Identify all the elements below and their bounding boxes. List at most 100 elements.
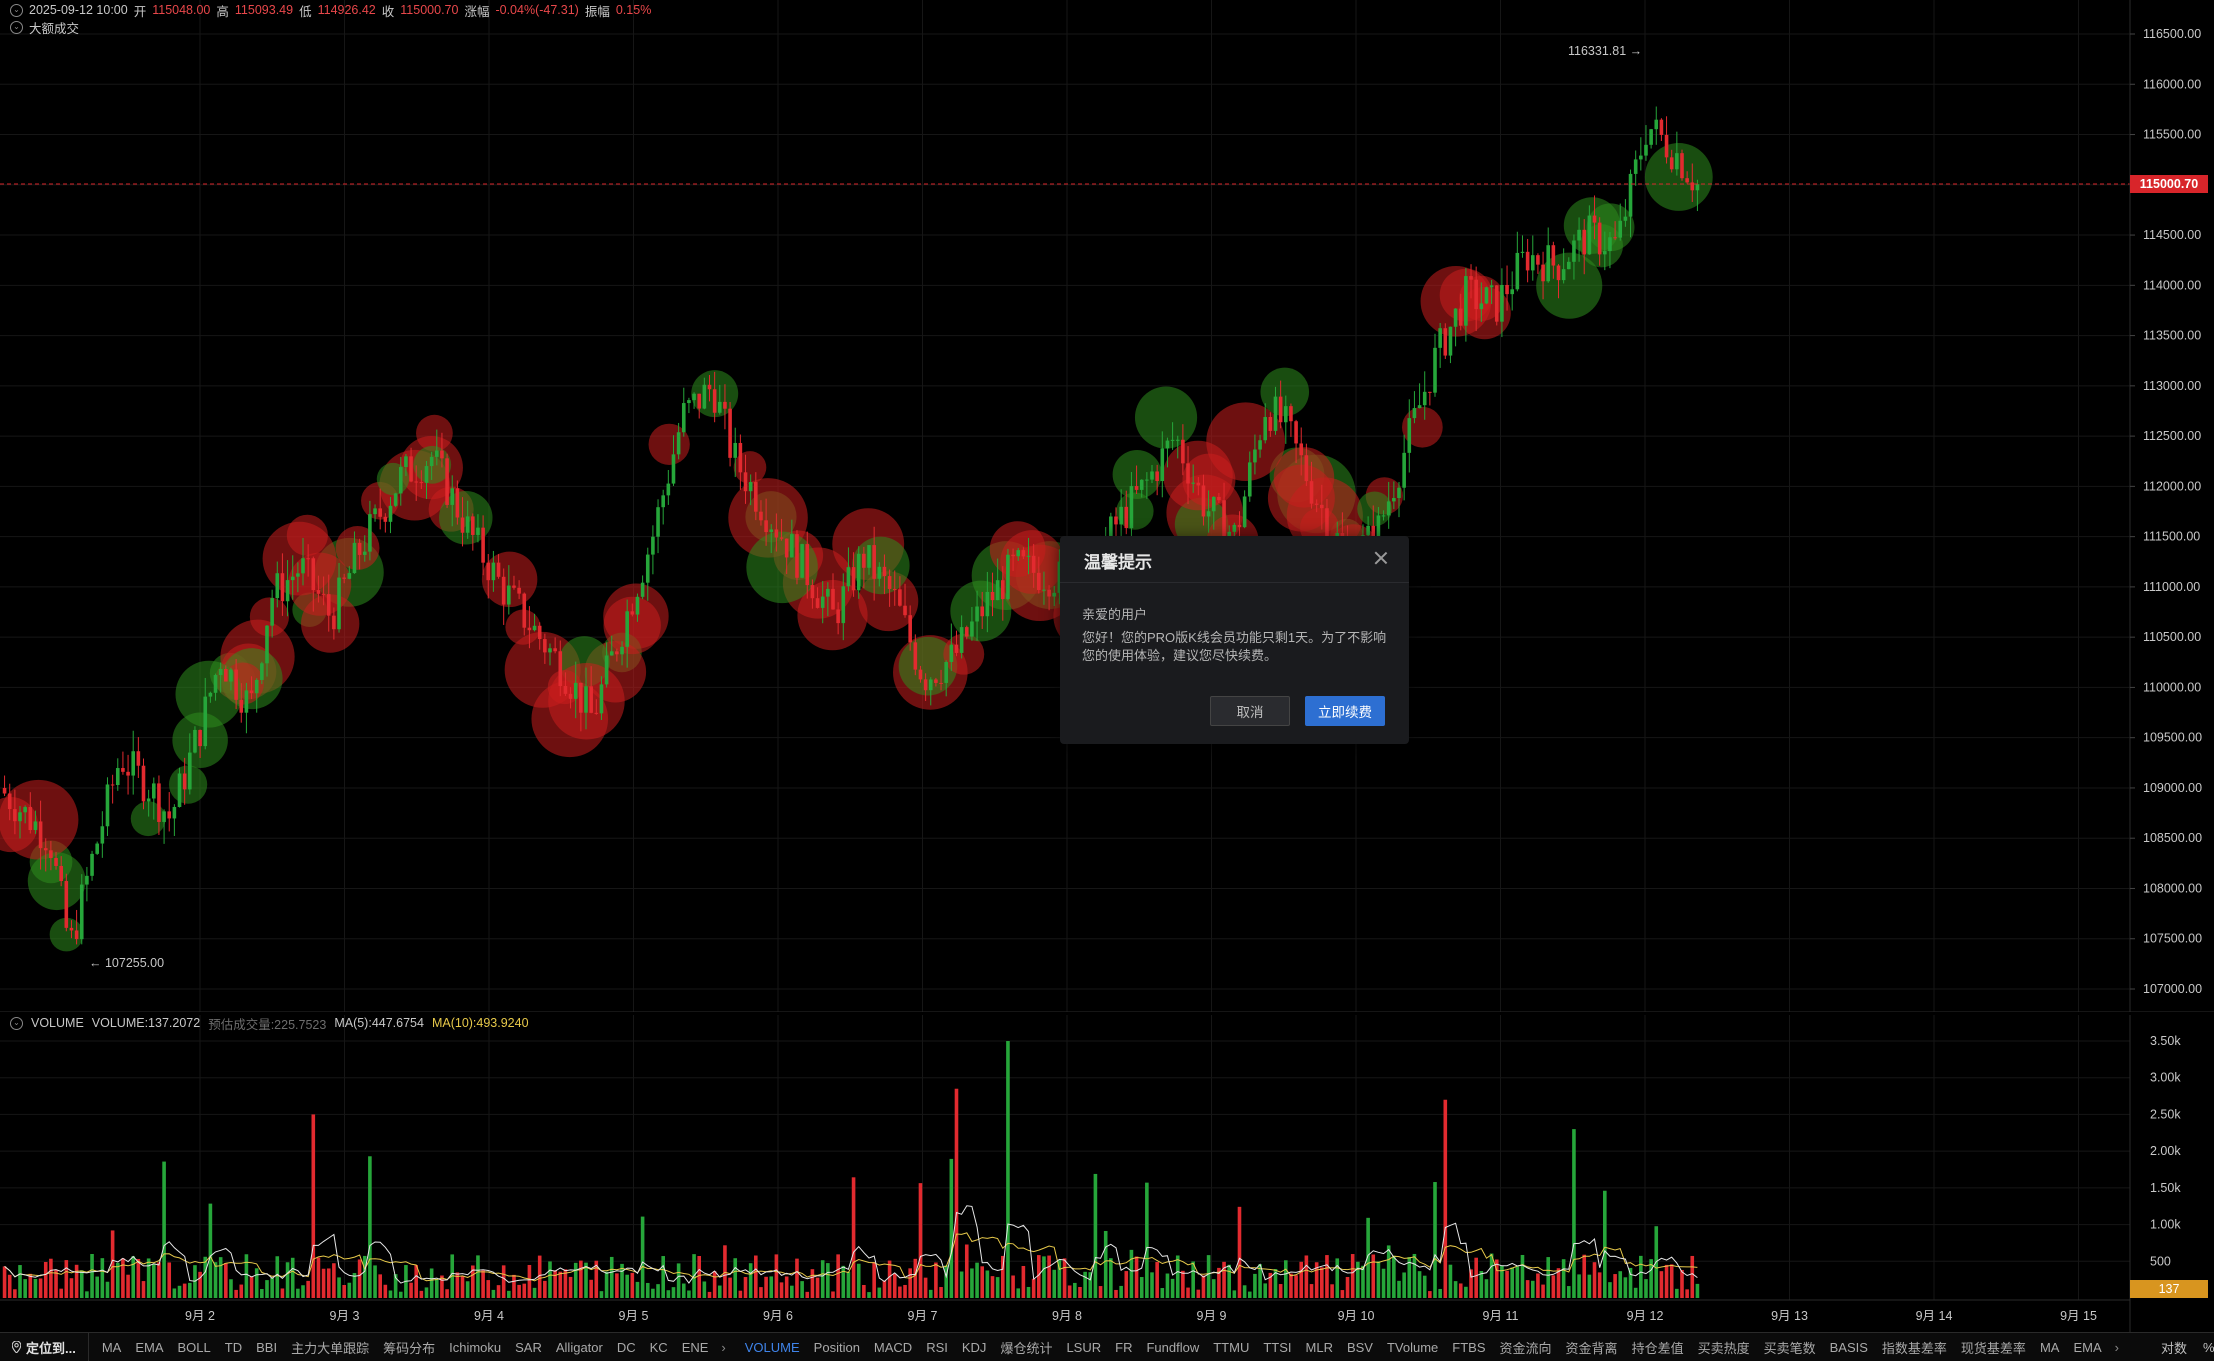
sub-indicator-12[interactable]: BSV [1346, 1339, 1373, 1355]
renew-button[interactable]: 立即续费 [1305, 696, 1385, 726]
sub-indicator-11[interactable]: MLR [1305, 1339, 1333, 1355]
current-volume-tag: 137 [2130, 1280, 2208, 1298]
collapse-icon[interactable]: ⌄ [10, 1016, 23, 1030]
sub-indicator-22[interactable]: 现货基差率 [1960, 1340, 2026, 1356]
sub-indicator-21[interactable]: 指数基差率 [1881, 1340, 1947, 1356]
candle-body [805, 544, 810, 586]
indicator-5[interactable]: 主力大单跟踪 [291, 1340, 370, 1356]
sub-indicator-3[interactable]: RSI [926, 1339, 948, 1355]
indicator-6[interactable]: 筹码分布 [383, 1340, 436, 1356]
indicator-11[interactable]: KC [649, 1339, 668, 1355]
volume-bar [260, 1289, 264, 1298]
volume-bar [1371, 1254, 1376, 1298]
sub-indicator-23[interactable]: MA [2039, 1339, 2060, 1355]
volume-bar [1350, 1254, 1355, 1298]
candle-body [553, 648, 557, 652]
indicator-2[interactable]: BOLL [177, 1339, 211, 1355]
indicator-8[interactable]: SAR [515, 1339, 542, 1355]
volume-bar [316, 1257, 321, 1298]
volume-bar [964, 1244, 969, 1298]
candle-body [1633, 159, 1638, 174]
volume-bar [1500, 1265, 1504, 1298]
sub-indicator-15[interactable]: 资金流向 [1499, 1340, 1552, 1356]
volume-bar [311, 1114, 316, 1298]
indicator-1[interactable]: EMA [135, 1339, 164, 1355]
price-tick-label: 110500.00 [2143, 630, 2201, 644]
indicator-4[interactable]: BBI [256, 1339, 278, 1355]
sub-indicator-20[interactable]: BASIS [1829, 1339, 1868, 1355]
candle-body [507, 585, 511, 605]
big-trade-bubble [1357, 491, 1392, 527]
candle-body [1278, 396, 1283, 423]
sub-indicator-13[interactable]: TVolume [1386, 1339, 1439, 1355]
volume-bar [1572, 1129, 1576, 1298]
sub-indicator-5[interactable]: 爆仓统计 [1000, 1340, 1053, 1356]
sub-indicator-6[interactable]: LSUR [1066, 1339, 1102, 1355]
sub-indicator-1[interactable]: Position [813, 1339, 860, 1355]
candle-body [1438, 328, 1442, 348]
close-icon[interactable] [1373, 550, 1389, 566]
volume-bar [1675, 1288, 1679, 1298]
big-trade-bubbles [0, 143, 1713, 952]
candle-body [1031, 555, 1036, 573]
sub-indicator-16[interactable]: 资金背离 [1565, 1340, 1618, 1356]
candle-body [306, 558, 310, 560]
indicator-9[interactable]: Alligator [555, 1339, 603, 1355]
volume-bar [681, 1283, 686, 1298]
collapse-icon[interactable]: ⌄ [10, 3, 23, 17]
indicator-10[interactable]: DC [616, 1339, 636, 1355]
candle-body [1448, 326, 1453, 356]
volume-bar [928, 1289, 933, 1298]
volume-bar [841, 1265, 846, 1298]
volume-bar [1520, 1254, 1525, 1298]
candle-body [1479, 303, 1484, 310]
sub-indicator-10[interactable]: TTSI [1263, 1339, 1292, 1355]
chevron-right-icon[interactable]: › [721, 1339, 726, 1355]
main-indicator-list: MA EMA BOLL TD BBI 主力大单跟踪 筹码分布 Ichimoku SAR Allig… [89, 1338, 716, 1357]
candle-body [213, 675, 218, 693]
indicator-3[interactable]: TD [224, 1339, 243, 1355]
sub-indicator-4[interactable]: KDJ [961, 1339, 987, 1355]
candle-body [409, 456, 413, 482]
volume-bar [1628, 1267, 1633, 1298]
sub-indicator-9[interactable]: TTMU [1213, 1339, 1250, 1355]
volume-bar [1356, 1261, 1360, 1298]
candle-body [208, 692, 213, 697]
candle-body [362, 551, 367, 555]
sub-indicator-8[interactable]: Fundflow [1146, 1339, 1200, 1355]
sub-indicator-19[interactable]: 买卖笔数 [1763, 1340, 1816, 1356]
collapse-icon[interactable]: ⌄ [10, 20, 23, 34]
sub-indicator-24[interactable]: EMA [2073, 1339, 2102, 1355]
volume-bar [1247, 1291, 1252, 1298]
date-tick-label: 9月 15 [2060, 1309, 2097, 1323]
high-value: 115093.49 [234, 3, 294, 17]
scale-option-0[interactable]: 对数 [2160, 1340, 2187, 1356]
candle-body [964, 627, 969, 637]
volume-bar [754, 1255, 758, 1298]
volume-bar [1191, 1261, 1195, 1298]
indicator-12[interactable]: ENE [681, 1339, 709, 1355]
sub-indicator-0[interactable]: VOLUME [744, 1339, 800, 1355]
sub-indicator-17[interactable]: 持仓差值 [1631, 1340, 1684, 1356]
volume-bar [141, 1281, 146, 1298]
date-tick-label: 9月 9 [1197, 1309, 1227, 1323]
price-tick-label: 108000.00 [2143, 881, 2202, 895]
candle-body [450, 488, 455, 505]
scale-option-1[interactable]: % [2202, 1339, 2214, 1355]
price-chart[interactable]: 116500.00116000.00115500.00115000.001145… [0, 0, 2214, 1012]
sub-indicator-2[interactable]: MACD [873, 1339, 913, 1355]
candle-body [1037, 572, 1041, 591]
cancel-button[interactable]: 取消 [1210, 696, 1290, 726]
sub-indicator-7[interactable]: FR [1115, 1339, 1133, 1355]
volume-bar [651, 1288, 655, 1298]
sub-indicator-14[interactable]: FTBS [1452, 1339, 1486, 1355]
sub-indicator-18[interactable]: 买卖热度 [1697, 1340, 1750, 1356]
indicator-7[interactable]: Ichimoku [449, 1339, 502, 1355]
date-tick-label: 9月 14 [1916, 1309, 1953, 1323]
locate-button[interactable]: 定位到... [0, 1333, 89, 1361]
indicator-0[interactable]: MA [101, 1339, 122, 1355]
volume-bar [934, 1262, 938, 1298]
chevron-right-icon[interactable]: › [2114, 1339, 2119, 1355]
volume-bar [604, 1271, 609, 1298]
